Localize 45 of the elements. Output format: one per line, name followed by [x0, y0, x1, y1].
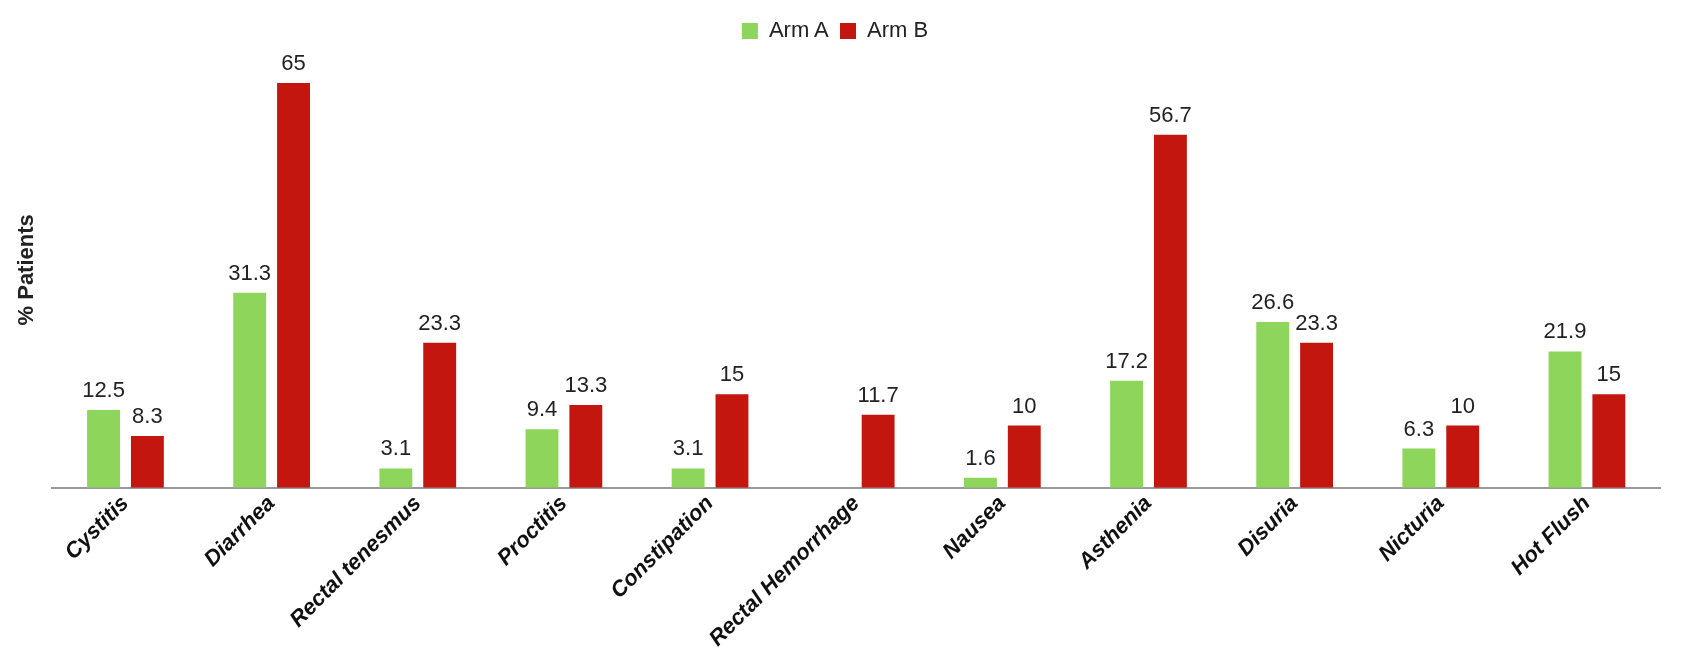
data-label: 1.6: [965, 444, 996, 470]
bar: [1153, 134, 1187, 488]
bar: [525, 429, 559, 488]
data-label: 3.1: [380, 435, 412, 461]
data-label: 15: [1596, 361, 1622, 387]
data-label: 15: [719, 361, 745, 387]
bar: [1548, 351, 1582, 488]
bar: [1446, 425, 1480, 488]
data-label: 3.1: [672, 435, 704, 461]
bar: [1110, 380, 1144, 488]
bar: [1256, 322, 1290, 488]
bar: [671, 468, 705, 488]
data-label: 10: [1012, 392, 1037, 418]
data-label: 31.3: [228, 259, 272, 285]
bar: [861, 414, 895, 488]
data-label: 21.9: [1543, 318, 1587, 344]
bar: [423, 342, 457, 488]
data-label: 23.3: [1295, 309, 1338, 335]
bar: [963, 477, 997, 488]
data-label: 11.7: [857, 381, 899, 407]
data-label: 13.3: [564, 371, 608, 397]
bar: [1007, 425, 1041, 488]
data-label: 23.3: [418, 309, 462, 335]
bar: [233, 292, 267, 488]
legend-label: Arm A: [768, 17, 830, 43]
bar: [1592, 394, 1626, 488]
data-label: 9.4: [526, 396, 558, 422]
legend-label: Arm B: [867, 17, 929, 43]
bar: [1402, 448, 1436, 488]
data-label: 6.3: [1403, 415, 1435, 441]
bar: [277, 83, 310, 488]
data-label: 17.2: [1105, 347, 1148, 373]
data-label: 12.5: [82, 376, 125, 402]
bar: [379, 468, 413, 488]
bar: [87, 409, 120, 488]
bar: [1300, 342, 1333, 488]
y-axis-title: % Patients: [13, 214, 39, 326]
data-label: 65: [281, 50, 306, 76]
data-label: 10: [1450, 392, 1475, 418]
bar: [569, 404, 603, 488]
data-label: 8.3: [132, 403, 163, 429]
bar: [130, 436, 164, 488]
data-label: 26.6: [1251, 289, 1295, 315]
data-label: 56.7: [1149, 101, 1192, 127]
bar: [715, 394, 749, 488]
